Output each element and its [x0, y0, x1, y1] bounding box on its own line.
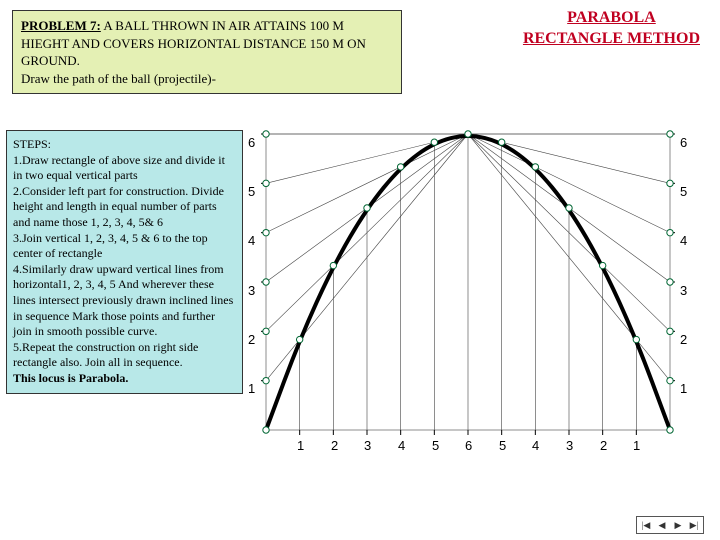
axis-label: 2 — [600, 438, 607, 453]
axis-label: 1 — [680, 381, 687, 396]
steps-heading: STEPS: — [13, 137, 236, 153]
step-5: 5.Repeat the construction on right side … — [13, 340, 236, 371]
problem-instruction: Draw the path of the ball (projectile)- — [21, 71, 216, 86]
slide-nav: |◀ ◀ ▶ ▶| — [636, 516, 704, 534]
axis-label: 1 — [633, 438, 640, 453]
title-line1: PARABOLA — [523, 8, 700, 29]
title-line2: RECTANGLE METHOD — [523, 29, 700, 50]
axis-label: 3 — [680, 283, 687, 298]
axis-label: 6 — [248, 135, 255, 150]
axis-label: 5 — [680, 184, 687, 199]
axis-label: 3 — [364, 438, 371, 453]
axis-label: 5 — [432, 438, 439, 453]
step-3: 3.Join vertical 1, 2, 3, 4, 5 & 6 to the… — [13, 231, 236, 262]
step-1: 1.Draw rectangle of above size and divid… — [13, 153, 236, 184]
nav-first-icon[interactable]: |◀ — [639, 519, 653, 531]
axis-label: 4 — [398, 438, 405, 453]
nav-prev-icon[interactable]: ◀ — [655, 519, 669, 531]
axis-label: 6 — [680, 135, 687, 150]
method-title: PARABOLA RECTANGLE METHOD — [523, 8, 700, 50]
axis-label: 4 — [248, 233, 255, 248]
axis-label: 1 — [248, 381, 255, 396]
step-4: 4.Similarly draw upward vertical lines f… — [13, 262, 236, 340]
problem-number: PROBLEM 7: — [21, 18, 101, 33]
axis-label: 3 — [566, 438, 573, 453]
nav-next-icon[interactable]: ▶ — [671, 519, 685, 531]
step-2: 2.Consider left part for construction. D… — [13, 184, 236, 231]
axis-label: 2 — [248, 332, 255, 347]
axis-label: 4 — [532, 438, 539, 453]
axis-label: 2 — [331, 438, 338, 453]
axis-label: 2 — [680, 332, 687, 347]
axis-label: 3 — [248, 283, 255, 298]
nav-last-icon[interactable]: ▶| — [687, 519, 701, 531]
parabola-diagram: 65432165432112345654321 — [258, 130, 703, 500]
axis-label: 1 — [297, 438, 304, 453]
steps-box: STEPS: 1.Draw rectangle of above size an… — [6, 130, 243, 394]
step-6: This locus is Parabola. — [13, 371, 236, 387]
axis-label: 5 — [499, 438, 506, 453]
axis-label: 4 — [680, 233, 687, 248]
axis-label: 5 — [248, 184, 255, 199]
diagram-svg — [258, 130, 678, 450]
axis-label: 6 — [465, 438, 472, 453]
problem-box: PROBLEM 7: A BALL THROWN IN AIR ATTAINS … — [12, 10, 402, 94]
